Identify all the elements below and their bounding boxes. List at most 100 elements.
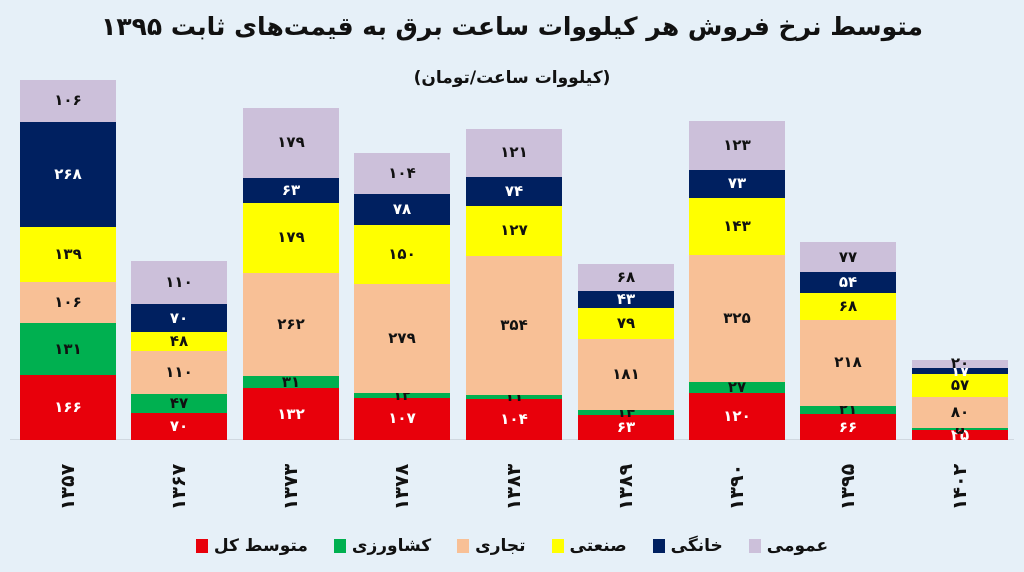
data-label: ۷۳ [727, 174, 747, 193]
data-label: ۷۴ [504, 181, 524, 200]
data-label: ۷۷ [838, 247, 858, 266]
bar-segment: ۷۰ [131, 412, 227, 440]
legend-swatch-icon [457, 539, 470, 553]
x-tick-label: ۱۳۶۷ [131, 452, 227, 522]
data-label: ۱۶۶ [54, 397, 82, 416]
legend-swatch-icon [748, 539, 761, 553]
bar-segment: ۱۴ [578, 405, 674, 420]
legend-item: کشاورزی [333, 536, 431, 556]
x-tick-label: ۱۳۵۷ [20, 452, 116, 522]
chart-subtitle: (کیلووات ساعت/تومان) [413, 68, 611, 88]
data-label: ۱۱۰ [165, 273, 193, 292]
x-tick-label: ۱۳۷۸ [354, 452, 450, 522]
data-label: ۲۷ [727, 378, 747, 397]
x-tick-text: ۱۳۶۷ [167, 463, 190, 511]
bar-segment: ۷۷ [800, 241, 896, 273]
bar-segment: ۵۷ [912, 374, 1008, 397]
bar-segment: ۱۱۰ [131, 261, 227, 305]
bar-segment: ۶۸ [800, 293, 896, 321]
bar-segment: ۲۷ [689, 378, 785, 397]
bar-segment: ۱۸۱ [578, 338, 674, 410]
x-tick-label: ۱۳۸۹ [578, 452, 674, 522]
data-label: ۱۸۱ [612, 364, 640, 383]
bar-segment: ۱۰۴ [354, 153, 450, 195]
bar-5: ۶۳ ۱۴ ۱۸۱ ۷۹ ۴۳ ۶۸ [578, 263, 674, 440]
bar-segment: ۱۲ [354, 388, 450, 403]
bar-2: ۱۳۲ ۳۱ ۲۶۲ ۱۷۹ ۶۳ ۱۷۹ [243, 107, 339, 440]
legend: عمومی خانگی صنعتی تجاری کشاورزی متوسط کل [0, 536, 1024, 556]
data-label: ۱۲۰ [723, 406, 751, 425]
legend-swatch-icon [333, 539, 346, 553]
legend-label: عمومی [766, 536, 829, 556]
data-label: ۲۶۲ [277, 314, 305, 333]
bar-segment: ۷۸ [354, 194, 450, 225]
bar-segment: ۲۰ [912, 356, 1008, 371]
bar-segment: ۱۰۴ [466, 399, 562, 440]
x-tick-text: ۱۳۷۸ [390, 463, 413, 511]
data-label: ۳۱ [281, 372, 301, 391]
data-label: ۲۷۹ [388, 328, 416, 347]
x-tick-text: ۱۳۹۰ [725, 463, 748, 511]
x-tick-text: ۱۳۹۵ [836, 463, 859, 511]
x-tick-label: ۱۳۷۳ [243, 452, 339, 522]
bar-segment: ۴۸ [131, 331, 227, 351]
bar-segment: ۲۱ [800, 402, 896, 417]
chart-title: متوسط نرخ فروش هر کیلووات ساعت برق به قی… [101, 12, 923, 41]
bar-segment: ۱۳۲ [243, 388, 339, 440]
data-label: ۱۵۰ [388, 244, 416, 263]
data-label: ۴۷ [169, 393, 189, 412]
x-tick-text: ۱۳۸۹ [614, 463, 637, 511]
x-tick-label: ۱۳۹۰ [689, 452, 785, 522]
bar-segment: ۶۳ [243, 177, 339, 203]
bar-segment: ۶۶ [800, 414, 896, 440]
data-label: ۱۷۹ [277, 228, 305, 247]
bar-segment: ۱۰۷ [354, 397, 450, 440]
data-label: ۶۳ [281, 180, 301, 199]
bar-segment: ۱۲۱ [466, 129, 562, 177]
data-label: ۴۳ [616, 289, 636, 308]
data-label: ۳۵۴ [500, 315, 528, 334]
data-label: ۱۰۶ [54, 91, 82, 110]
data-label: ۵ [955, 419, 965, 438]
data-label: ۱۳۹ [54, 244, 82, 263]
x-tick-text: ۱۳۸۳ [502, 463, 525, 511]
data-label: ۵۴ [838, 273, 858, 292]
data-label: ۵۷ [950, 376, 970, 395]
bar-segment: ۳۵۴ [466, 255, 562, 395]
bar-segment: ۱۷۹ [243, 107, 339, 178]
legend-item: عمومی [748, 536, 829, 556]
data-label: ۶۶ [838, 417, 858, 436]
bar-segment: ۱۲۳ [689, 121, 785, 170]
bar-segment: ۷۴ [466, 176, 562, 206]
bar-segment: ۷۰ [131, 304, 227, 332]
legend-label: متوسط کل [213, 536, 308, 556]
bar-segment: ۷۳ [689, 169, 785, 199]
data-label: ۱۱۰ [165, 362, 193, 381]
data-label: ۲۵ [950, 425, 970, 444]
data-label: ۷۹ [616, 313, 636, 332]
legend-swatch-icon [652, 539, 665, 553]
bar-7: ۶۶ ۲۱ ۲۱۸ ۶۸ ۵۴ ۷۷ [800, 241, 896, 440]
bar-6: ۱۲۰ ۲۷ ۳۲۵ ۱۴۳ ۷۳ ۱۲۳ [689, 121, 785, 440]
data-label: ۷۸ [392, 199, 412, 218]
bar-segment: ۶۸ [578, 263, 674, 291]
bar-segment: ۱۵۰ [354, 224, 450, 284]
data-label: ۲۱۸ [834, 353, 862, 372]
data-label: ۶۸ [616, 267, 636, 286]
x-tick-text: ۱۳۷۳ [279, 463, 302, 511]
legend-item: خانگی [652, 536, 723, 556]
bar-0: ۱۶۶ ۱۳۱ ۱۰۶ ۱۳۹ ۲۶۸ ۱۰۶ [20, 80, 116, 440]
bar-segment: ۲۱۸ [800, 320, 896, 406]
data-label: ۶۳ [616, 418, 636, 437]
legend-item: صنعتی [551, 536, 627, 556]
bar-segment: ۲۶۸ [20, 121, 116, 227]
legend-label: خانگی [670, 536, 723, 556]
data-label: ۱۳۲ [277, 404, 305, 423]
bar-segment: ۱۳۱ [20, 323, 116, 375]
legend-label: تجاری [475, 536, 526, 556]
bar-8: ۲۵ ۵ ۸۰ ۵۷ ۱۷ ۲۰ [912, 356, 1008, 444]
bar-segment: ۱۲۰ [689, 392, 785, 440]
bar-segment: ۵ [912, 421, 1008, 436]
data-label: ۷۰ [169, 308, 189, 327]
bar-segment: ۲۵ [912, 425, 1008, 444]
